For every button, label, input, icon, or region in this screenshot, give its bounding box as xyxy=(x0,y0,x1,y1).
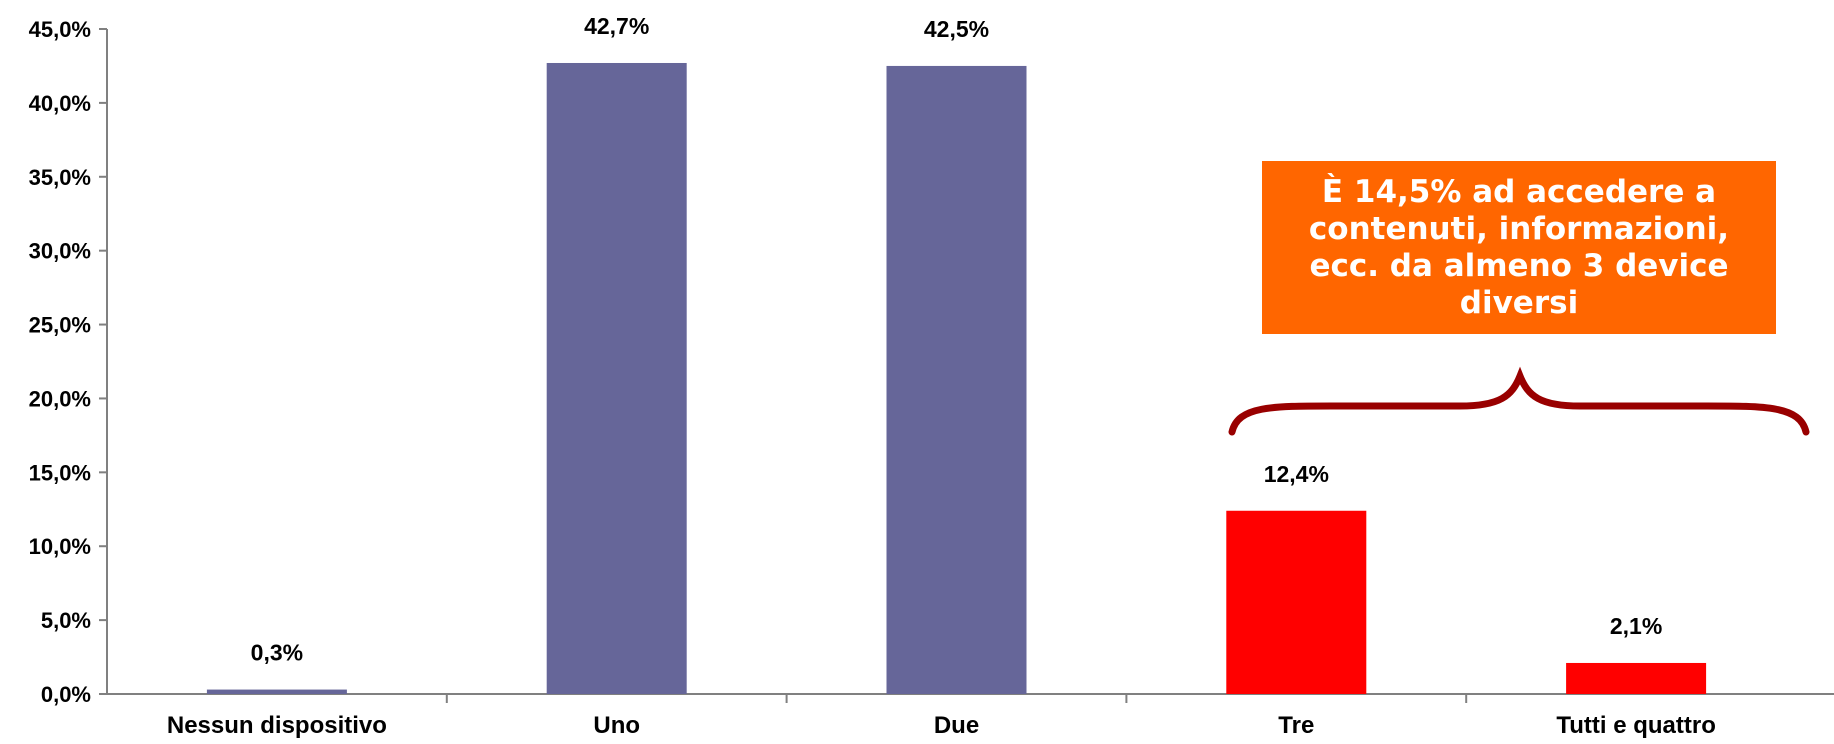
bars xyxy=(206,62,1707,694)
category-label: Nessun dispositivo xyxy=(167,712,387,739)
value-label: 12,4% xyxy=(1264,461,1329,487)
annotation-callout: È 14,5% ad accedere a contenuti, informa… xyxy=(1262,161,1776,334)
y-tick-label: 20,0% xyxy=(29,386,91,411)
bar xyxy=(1226,510,1367,694)
value-label: 0,3% xyxy=(251,640,303,666)
y-axis: 0,0% 5,0% 10,0% 15,0% 20,0% 25,0% 30,0% 35,0% 40… xyxy=(29,17,108,707)
y-tick-label: 30,0% xyxy=(29,239,91,264)
category-label: Due xyxy=(934,712,979,739)
value-labels: 0,3% 42,7% 42,5% 12,4% 2,1% xyxy=(251,13,1663,666)
annotation-brace xyxy=(1228,366,1810,436)
category-label: Uno xyxy=(593,712,640,739)
category-label: Tutti e quattro xyxy=(1556,712,1716,739)
y-tick-label: 45,0% xyxy=(29,17,91,42)
value-label: 42,5% xyxy=(924,16,989,42)
x-axis: Nessun dispositivo Uno Due Tre Tutti e quatt… xyxy=(107,693,1834,739)
y-tick-label: 0,0% xyxy=(41,682,91,707)
y-tick-label: 5,0% xyxy=(41,608,91,633)
annotation-text: È 14,5% ad accedere a contenuti, informa… xyxy=(1308,173,1730,321)
value-label: 42,7% xyxy=(584,13,649,39)
bar xyxy=(886,65,1027,694)
bar xyxy=(206,689,347,694)
bar xyxy=(1566,662,1707,694)
y-tick-label: 25,0% xyxy=(29,313,91,338)
y-tick-label: 15,0% xyxy=(29,460,91,485)
category-label: Tre xyxy=(1278,712,1314,739)
value-label: 2,1% xyxy=(1610,613,1662,639)
y-tick-label: 35,0% xyxy=(29,165,91,190)
y-tick-label: 10,0% xyxy=(29,534,91,559)
bar xyxy=(546,62,687,694)
y-tick-label: 40,0% xyxy=(29,91,91,116)
